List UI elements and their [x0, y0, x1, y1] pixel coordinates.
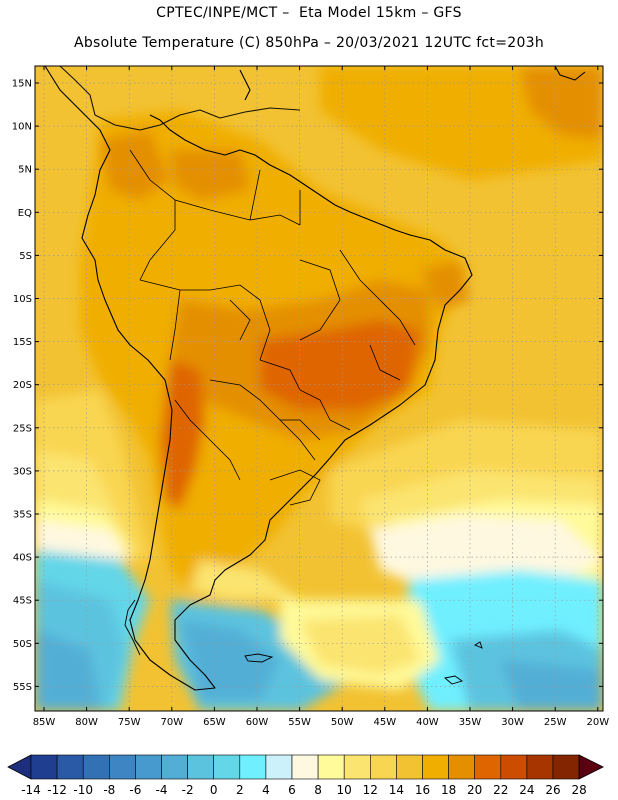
colorbar-swatch: [56, 754, 84, 780]
lat-label: 40S: [13, 553, 32, 564]
colorbar-max-arrow: [578, 754, 604, 780]
colorbar-swatch: [500, 754, 528, 780]
lon-label: 45W: [373, 717, 396, 728]
colorbar-swatch: [161, 754, 188, 780]
colorbar-label: -14: [21, 783, 41, 797]
colorbar-swatch: [448, 754, 476, 780]
colorbar-swatch: [369, 754, 397, 780]
colorbar-swatch: [474, 754, 502, 780]
colorbar-swatch: [82, 754, 110, 780]
lat-label: 20S: [13, 380, 32, 391]
colorbar-label: 18: [441, 783, 456, 797]
colorbar-label: -12: [47, 783, 67, 797]
lon-label: 70W: [160, 717, 183, 728]
colorbar-swatch: [213, 754, 241, 780]
lon-label: 85W: [33, 717, 56, 728]
colorbar-swatch: [317, 754, 345, 780]
lon-label: 40W: [416, 717, 439, 728]
colorbar-label: 10: [337, 783, 352, 797]
chart-title: CPTEC/INPE/MCT – Eta Model 15km – GFS: [156, 5, 462, 21]
colorbar-label: 24: [519, 783, 534, 797]
lat-label: 10S: [13, 294, 32, 305]
colorbar-swatch: [422, 754, 449, 780]
lat-label: 35S: [13, 510, 32, 521]
lat-label: 25S: [13, 423, 32, 434]
colorbar-label: 4: [262, 783, 270, 797]
colorbar-label: 6: [288, 783, 296, 797]
lon-label: 50W: [331, 717, 354, 728]
lat-label: 30S: [13, 466, 32, 477]
lat-label: 55S: [13, 682, 32, 693]
colorbar-swatch: [526, 754, 554, 780]
lon-label: 25W: [544, 717, 567, 728]
latitude-labels: 15N 10N 5N EQ 5S 10S 15S 20S 25S 30S 35S 40S 45S 50S 5…: [12, 79, 603, 693]
lat-label: 15S: [13, 337, 32, 348]
colorbar-label: 16: [415, 783, 430, 797]
colorbar-swatch: [265, 754, 293, 780]
lat-label: 5N: [18, 165, 32, 176]
lon-label: 60W: [246, 717, 269, 728]
lon-label: 80W: [75, 717, 98, 728]
colorbar-swatch: [291, 754, 319, 780]
islands: [124, 599, 483, 685]
longitude-labels: 85W 80W 75W 70W 65W 60W 55W 50W 45W 40W 35W 30W 25W 2…: [33, 66, 609, 728]
colorbar-swatch: [239, 754, 267, 780]
lon-label: 35W: [459, 717, 482, 728]
colorbar-label: -2: [182, 783, 194, 797]
colorbar: [7, 754, 604, 780]
colorbar-label: 28: [571, 783, 586, 797]
coastline: [44, 65, 586, 691]
lat-label: EQ: [18, 208, 32, 219]
colorbar-label: -8: [103, 783, 115, 797]
temperature-field: [35, 66, 603, 711]
colorbar-label: 20: [467, 783, 482, 797]
lon-label: 75W: [118, 717, 141, 728]
lat-label: 15N: [12, 79, 32, 90]
colorbar-label: -4: [156, 783, 168, 797]
lon-label: 20W: [586, 717, 609, 728]
lat-label: 45S: [13, 596, 32, 607]
country-borders: [129, 149, 416, 506]
colorbar-label: 26: [545, 783, 560, 797]
colorbar-swatch: [109, 754, 136, 780]
colorbar-swatch: [552, 754, 580, 780]
lon-label: 30W: [501, 717, 524, 728]
colorbar-label: 12: [363, 783, 378, 797]
colorbar-swatch: [30, 754, 58, 780]
colorbar-label: 8: [314, 783, 322, 797]
lon-label: 65W: [203, 717, 226, 728]
lat-label: 10N: [12, 122, 32, 133]
colorbar-label: 0: [210, 783, 218, 797]
colorbar-swatch: [343, 754, 371, 780]
lon-label: 55W: [288, 717, 311, 728]
colorbar-label: 14: [389, 783, 404, 797]
chart-subtitle: Absolute Temperature (C) 850hPa – 20/03/…: [73, 35, 545, 51]
colorbar-label: -6: [129, 783, 141, 797]
lat-label: 5S: [19, 251, 32, 262]
colorbar-min-arrow: [7, 754, 32, 780]
colorbar-swatch: [396, 754, 423, 780]
colorbar-labels: -14 -12 -10 -8 -6 -4 -2 0 2 4 6 8 10 12 14 16 18 20 22 24 26…: [21, 783, 587, 797]
lat-label: 50S: [13, 639, 32, 650]
colorbar-label: 22: [493, 783, 508, 797]
map-frame: [34, 65, 604, 712]
colorbar-swatch: [187, 754, 215, 780]
colorbar-swatch: [135, 754, 162, 780]
colorbar-label: -10: [73, 783, 93, 797]
colorbar-label: 2: [236, 783, 244, 797]
